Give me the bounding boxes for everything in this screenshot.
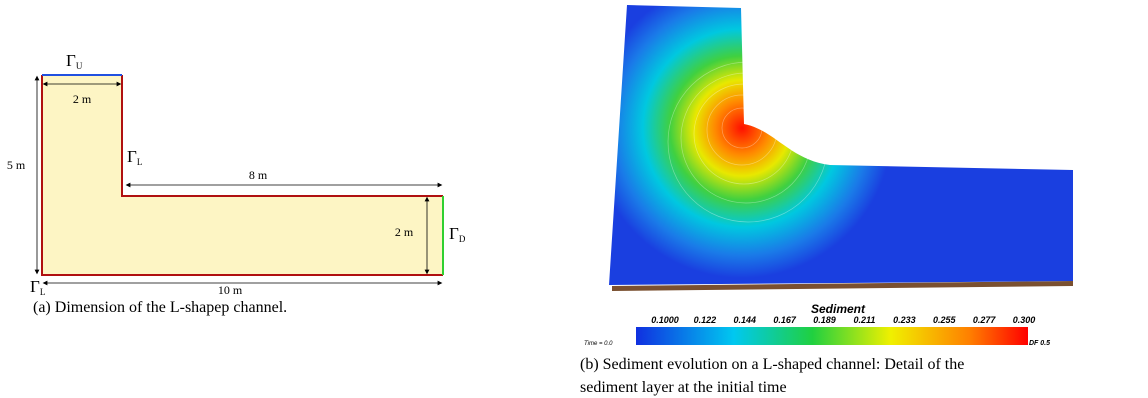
colorbar-tick-label: 0.144 bbox=[734, 315, 757, 325]
panel-a: ΓU ΓL ΓD ΓL 2 m 5 m 8 m 2 m 10 m (a) Dim… bbox=[7, 51, 466, 316]
dimension-label: 10 m bbox=[218, 283, 243, 297]
time-label: Time = 0.0 bbox=[584, 341, 613, 347]
boundary-label: ΓD bbox=[449, 224, 466, 244]
dimension-label: 8 m bbox=[249, 168, 268, 182]
colorbar-tick-label: 0.233 bbox=[893, 315, 916, 325]
boundary-label: ΓL bbox=[127, 147, 142, 167]
caption: (a) Dimension of the L-shapep channel. bbox=[33, 299, 287, 316]
dimension-label: 5 m bbox=[7, 158, 26, 172]
channel-shape bbox=[42, 75, 443, 275]
panel-b: Sediment 0.1000 0.122 0.144 0.167 0.189 0.211… bbox=[580, 5, 1073, 396]
colorbar-tick-label: 0.300 bbox=[1013, 315, 1036, 325]
colorbar-tick-label: 0.122 bbox=[694, 315, 717, 325]
colorbar-title: Sediment bbox=[811, 302, 866, 316]
caption: sediment layer at the initial time bbox=[580, 379, 787, 396]
boundary-label: ΓL bbox=[30, 277, 45, 297]
colorbar-tick-label: 0.189 bbox=[813, 315, 836, 325]
sediment-surface bbox=[609, 5, 1073, 285]
colorbar-ticks: 0.1000 0.122 0.144 0.167 0.189 0.211 0.233 0.25… bbox=[651, 315, 1035, 325]
caption: (b) Sediment evolution on a L-shaped cha… bbox=[580, 356, 964, 373]
df-label: DF 0.5 bbox=[1029, 340, 1050, 347]
boundary-label: ΓU bbox=[66, 51, 83, 71]
dimension-label: 2 m bbox=[395, 225, 414, 239]
dimension-label: 2 m bbox=[73, 92, 92, 106]
figure: ΓU ΓL ΓD ΓL 2 m 5 m 8 m 2 m 10 m (a) Dim… bbox=[0, 0, 1148, 398]
colorbar-tick-label: 0.211 bbox=[854, 315, 876, 325]
colorbar-tick-label: 0.255 bbox=[933, 315, 957, 325]
colorbar-tick-label: 0.1000 bbox=[651, 315, 679, 325]
colorbar bbox=[636, 327, 1028, 345]
colorbar-tick-label: 0.167 bbox=[773, 315, 797, 325]
colorbar-tick-label: 0.277 bbox=[973, 315, 997, 325]
